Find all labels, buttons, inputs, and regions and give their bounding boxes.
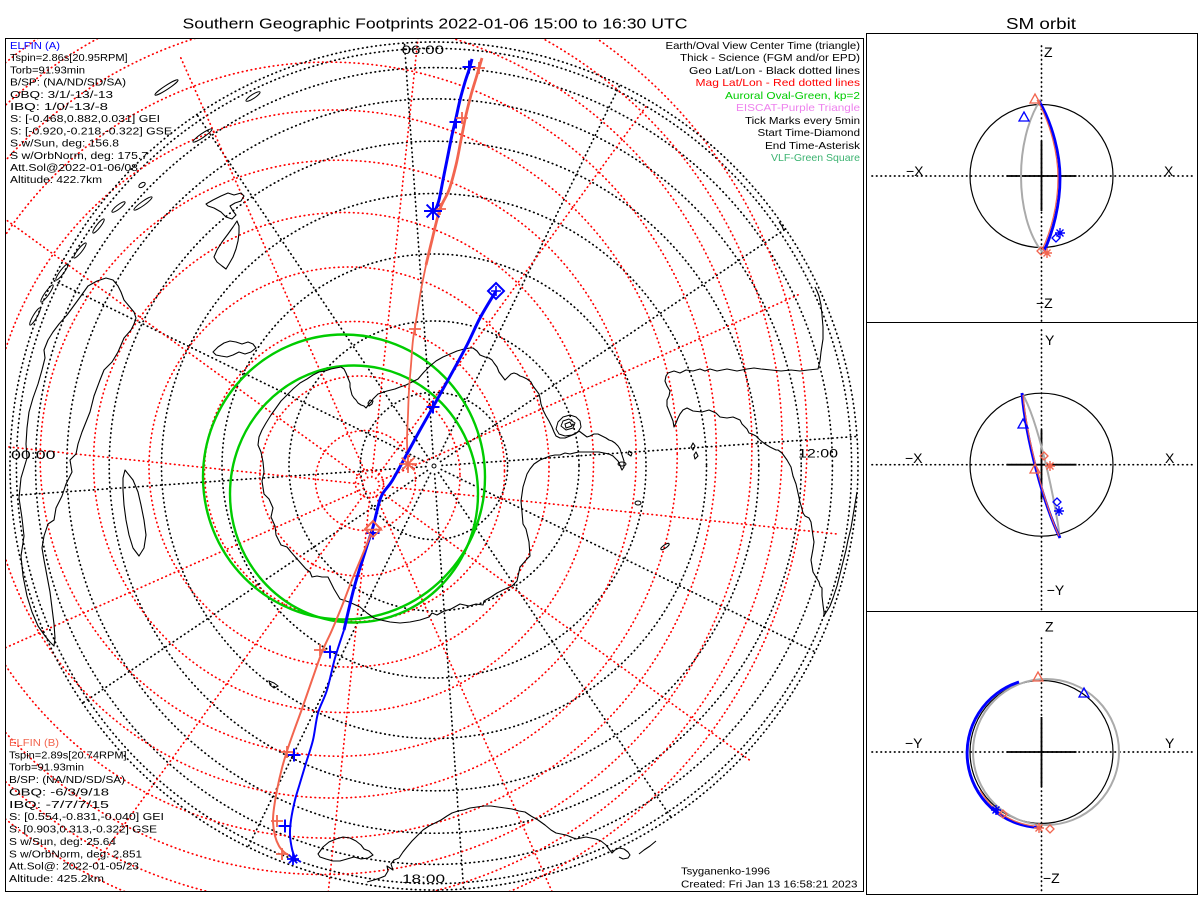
svg-text:Start Time-Diamond: Start Time-Diamond — [758, 128, 861, 139]
svg-text:−X: −X — [905, 450, 923, 466]
svg-text:−Z: −Z — [1043, 870, 1060, 886]
svg-text:Thick - Science (FGM and/or EP: Thick - Science (FGM and/or EPD) — [680, 53, 860, 64]
svg-text:VLF-Green Square: VLF-Green Square — [771, 153, 860, 164]
svg-text:S: [-0.920,-0.218,-0.322] GSE: S: [-0.920,-0.218,-0.322] GSE — [10, 126, 172, 137]
svg-text:Torb=91.93min: Torb=91.93min — [10, 65, 85, 76]
svg-text:X: X — [1164, 163, 1174, 179]
svg-text:Z: Z — [1044, 44, 1053, 60]
svg-text:Earth/Oval View Center Time (t: Earth/Oval View Center Time (triangle) — [666, 41, 861, 52]
svg-text:B/SP: (NA/ND/SD/SA): B/SP: (NA/ND/SD/SA) — [10, 78, 126, 89]
svg-text:12:00: 12:00 — [798, 447, 838, 461]
svg-text:−Z: −Z — [1036, 295, 1053, 311]
svg-text:Att.Sol@2022-01-06/08: Att.Sol@2022-01-06/08 — [10, 163, 138, 174]
svg-text:ELFIN (A): ELFIN (A) — [10, 41, 60, 52]
svg-text:Mag Lat/Lon - Red dotted lines: Mag Lat/Lon - Red dotted lines — [696, 78, 861, 89]
svg-text:Tspin=2.86s[20.95RPM]: Tspin=2.86s[20.95RPM] — [10, 53, 128, 64]
svg-text:Tsyganenko-1996: Tsyganenko-1996 — [681, 867, 770, 878]
svg-text:Tick Marks every 5min: Tick Marks every 5min — [745, 116, 860, 127]
svg-text:SM orbit: SM orbit — [1006, 16, 1077, 33]
svg-text:OBQ: 3/1/-13/-13: OBQ: 3/1/-13/-13 — [10, 90, 113, 101]
svg-text:S w/OrbNorm, deg: 175.7: S w/OrbNorm, deg: 175.7 — [10, 151, 148, 162]
svg-text:OBQ: -6/3/9/18: OBQ: -6/3/9/18 — [9, 788, 109, 799]
svg-text:Z: Z — [1045, 619, 1054, 635]
svg-text:S w/Sun, deg: 156.8: S w/Sun, deg: 156.8 — [10, 139, 119, 150]
svg-text:18:00: 18:00 — [402, 872, 445, 886]
svg-text:−Y: −Y — [1047, 582, 1065, 598]
svg-text:ELFIN (B): ELFIN (B) — [9, 738, 59, 749]
svg-text:Southern Geographic Footprints: Southern Geographic Footprints 2022-01-0… — [183, 16, 688, 33]
svg-text:S w/Sun, deg: 25.64: S w/Sun, deg: 25.64 — [9, 837, 116, 848]
svg-text:EISCAT-Purple Triangle: EISCAT-Purple Triangle — [736, 103, 860, 114]
svg-text:Auroral Oval-Green, kp=2: Auroral Oval-Green, kp=2 — [725, 91, 860, 102]
svg-text:X: X — [1165, 450, 1175, 466]
svg-text:S: [-0.468,0.882,0.031] GEI: S: [-0.468,0.882,0.031] GEI — [10, 114, 160, 125]
svg-text:IBQ: -7/7/7/15: IBQ: -7/7/7/15 — [9, 800, 110, 811]
svg-text:Geo Lat/Lon - Black dotted lin: Geo Lat/Lon - Black dotted lines — [689, 66, 860, 77]
svg-text:IBQ: 1/0/-13/-8: IBQ: 1/0/-13/-8 — [10, 102, 108, 113]
svg-text:00:00: 00:00 — [11, 448, 56, 462]
svg-text:Altitude: 425.2km: Altitude: 425.2km — [9, 874, 104, 885]
svg-text:S w/OrbNorm, deg: 2.851: S w/OrbNorm, deg: 2.851 — [9, 849, 142, 860]
svg-text:Torb=91.93min: Torb=91.93min — [9, 763, 84, 774]
svg-text:Y: Y — [1165, 735, 1175, 751]
svg-text:B/SP: (NA/ND/SD/SA): B/SP: (NA/ND/SD/SA) — [9, 775, 125, 786]
svg-text:−Y: −Y — [905, 735, 923, 751]
svg-text:Att.Sol@: 2022-01-05/23: Att.Sol@: 2022-01-05/23 — [9, 862, 139, 873]
svg-text:06:00: 06:00 — [402, 43, 445, 57]
svg-text:Created: Fri Jan 13 16:58:21 2: Created: Fri Jan 13 16:58:21 2023 — [681, 880, 858, 891]
svg-text:Tspin=2.89s[20.74RPM]: Tspin=2.89s[20.74RPM] — [9, 750, 127, 761]
svg-text:End Time-Asterisk: End Time-Asterisk — [765, 141, 861, 152]
svg-text:S: [0.554,-0.831,-0.040] GEI: S: [0.554,-0.831,-0.040] GEI — [9, 812, 164, 823]
svg-text:−X: −X — [906, 163, 924, 179]
svg-text:S: [0.903,0.313,-0.322] GSE: S: [0.903,0.313,-0.322] GSE — [9, 825, 157, 836]
svg-text:Altitude: 422.7km: Altitude: 422.7km — [10, 175, 102, 186]
svg-text:Y: Y — [1045, 332, 1055, 348]
